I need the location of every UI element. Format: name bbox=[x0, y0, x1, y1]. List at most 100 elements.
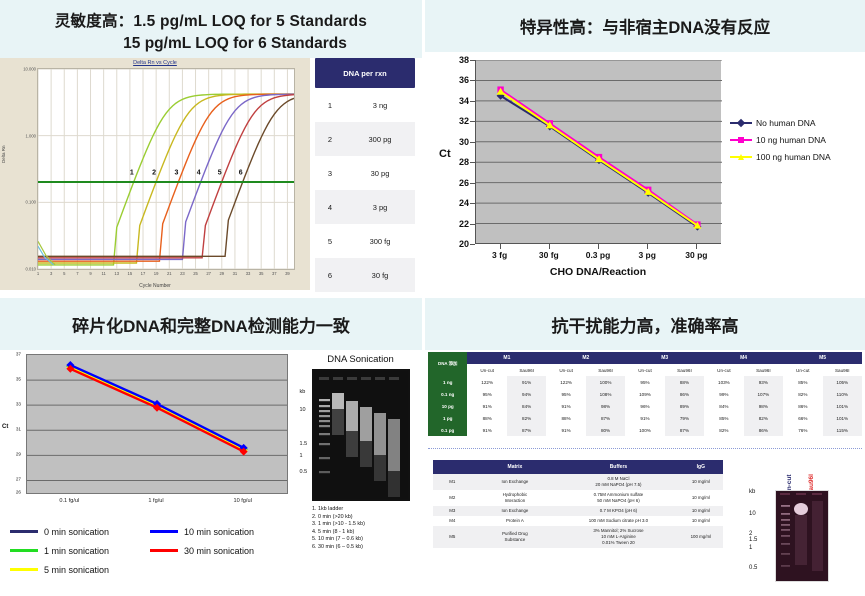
amplification-y-tick: 0.010 bbox=[25, 266, 36, 272]
gel-marker: 2 bbox=[749, 531, 753, 537]
row-index: 1 bbox=[327, 100, 333, 110]
specificity-y-tickmark bbox=[470, 182, 475, 184]
table-row: M4 Protein A 100 mM Sodium citrate pH 3.0 1… bbox=[433, 516, 723, 526]
specificity-y-tick: 28 bbox=[458, 157, 469, 168]
buffer-row-code: M2 bbox=[449, 495, 456, 500]
matrix-row-label: 1 ng bbox=[428, 376, 468, 388]
matrix-cell: 99% bbox=[719, 391, 729, 397]
gel-note-line: 1. 1kb ladder bbox=[312, 506, 344, 512]
amplification-x-tick: 7 bbox=[76, 271, 79, 276]
matrix-cell: 94% bbox=[506, 388, 547, 400]
specificity-y-tick: 24 bbox=[458, 198, 469, 209]
sensitivity-body: Delta Rn vs Cycle Delta Rn Cycle Number … bbox=[0, 58, 422, 298]
matrix-cell: 87% bbox=[585, 412, 626, 424]
table-row: 4 3 pg bbox=[315, 190, 415, 224]
buffer-row-matrix: Ion Exchange bbox=[471, 506, 559, 516]
gel-note-line: 2. 0 min (>20 kb) bbox=[312, 513, 353, 520]
legend-label: 10 min sonication bbox=[184, 526, 255, 537]
specificity-chart: Ct CHO DNA/Reaction 20 22 24 26 28 30 32 34 36 38… bbox=[439, 55, 722, 278]
legend-swatch-1min bbox=[10, 549, 38, 552]
gel-marker: 1 bbox=[299, 453, 303, 459]
matrix-cell: 91% bbox=[506, 376, 547, 388]
gel-marker: 0.5 bbox=[749, 565, 758, 571]
fragmentation-body: Ct 37 35 33 31 29 27 26 0.1 fg/ul 1 fg/ul 10 fg/u… bbox=[0, 350, 422, 596]
matrix-cell: 96% bbox=[640, 403, 650, 409]
specificity-y-tick: 34 bbox=[458, 95, 469, 106]
amplification-x-tick: 33 bbox=[245, 271, 251, 276]
matrix-cell: 91% bbox=[482, 427, 492, 433]
specificity-x-tick: 30 pg bbox=[685, 250, 708, 260]
legend-label: 10 ng human DNA bbox=[756, 134, 826, 145]
amplification-y-tick: 1.000 bbox=[25, 133, 36, 139]
gel-marker: 10 bbox=[749, 511, 756, 517]
interference-title: 抗干扰能力高，准确率高 bbox=[551, 316, 739, 336]
sonication-gel: DNA Sonication kb 10 1.5 1 0.5 1. 1kb ladder… bbox=[298, 350, 422, 596]
table-row: 5 300 fg bbox=[315, 224, 415, 258]
amplification-x-tick: 5 bbox=[63, 271, 66, 276]
specificity-y-tickmark bbox=[470, 80, 475, 82]
amplification-x-tick: 37 bbox=[271, 271, 277, 276]
legend-item: 30 min sonication bbox=[150, 541, 290, 560]
amplification-x-tick: 19 bbox=[153, 271, 159, 276]
amplification-x-tick: 1 bbox=[36, 271, 40, 276]
amplification-y-label: Delta Rn bbox=[1, 145, 6, 163]
matrix-cell: 84% bbox=[719, 403, 729, 409]
buffer-row-code: M5 bbox=[433, 526, 472, 548]
fragmentation-plot-area bbox=[26, 354, 288, 494]
fragmentation-x-tick: 1 fg/ul bbox=[148, 498, 164, 504]
gel-notes: 1. 1kb ladder 2. 0 min (>20 kb) 3. 1 min… bbox=[298, 501, 422, 552]
matrix-sub-header: Un-cut bbox=[480, 367, 494, 373]
legend-item: 5 min sonication bbox=[10, 560, 150, 579]
matrix-cell: 76% bbox=[798, 427, 808, 433]
interference-header: 抗干扰能力高，准确率高 bbox=[425, 298, 865, 350]
specificity-y-tick: 26 bbox=[458, 177, 469, 188]
amplification-x-tick: 13 bbox=[114, 271, 120, 276]
matrix-cell: 100% bbox=[585, 376, 626, 388]
specificity-x-tick: 30 fg bbox=[538, 250, 559, 260]
row-index: 2 bbox=[327, 134, 333, 144]
matrix-cell: 82% bbox=[719, 427, 729, 433]
matrix-cell: 95% bbox=[482, 391, 492, 397]
fragmentation-y-tick: 29 bbox=[15, 451, 21, 457]
matrix-cell: 82% bbox=[798, 391, 808, 397]
row-index: 5 bbox=[327, 236, 333, 246]
specificity-y-tickmark bbox=[470, 244, 475, 245]
legend-label: 30 min sonication bbox=[184, 545, 255, 556]
panel-fragmentation: 碎片化DNA和完整DNA检测能力一致 Ct 37 35 33 31 29 27 26 0.1 … bbox=[0, 298, 425, 596]
amplification-y-tick: 10.000 bbox=[23, 66, 36, 72]
matrix-table-corner: DNA 添加 bbox=[428, 352, 468, 376]
row-value: 300 fg bbox=[369, 236, 391, 246]
matrix-cell: 91% bbox=[640, 415, 650, 421]
amplification-plot-area: 10.000 1.000 0.100 0.010 1 3 5 7 9 11 13 15 17 19 21 23… bbox=[23, 67, 295, 276]
legend-swatch-5min bbox=[10, 568, 38, 571]
gel-note-line: 3. 1 min (>10 - 1.5 kb) bbox=[312, 521, 365, 528]
matrix-sub-header: Sau96I bbox=[756, 367, 771, 373]
dna-per-rxn-table: DNA per rxn 1 3 ng 2 300 pg 3 30 pg 4 3 … bbox=[315, 58, 415, 298]
matrix-cell: 88% bbox=[561, 415, 571, 421]
gel-marker: 1.5 bbox=[749, 537, 758, 543]
table-row: M3 Ion Exchange 0.7 M KPO4 (pH 6) 10 mg/ml bbox=[433, 506, 723, 516]
matrix-cell: 82% bbox=[506, 412, 547, 424]
amplification-chart: Delta Rn vs Cycle Delta Rn Cycle Number … bbox=[0, 58, 310, 290]
amplification-x-tick: 9 bbox=[89, 271, 92, 276]
buffer-table-header: IgG bbox=[678, 460, 723, 474]
matrix-cell: 66% bbox=[798, 415, 808, 421]
gel-marker: kb bbox=[299, 389, 306, 395]
gel-marker: 10 bbox=[299, 407, 306, 413]
legend-label: 1 min sonication bbox=[44, 545, 110, 556]
specificity-title: 特异性高：与非宿主DNA没有反应 bbox=[519, 19, 771, 37]
legend-item: 0 min sonication bbox=[10, 522, 150, 541]
gel-marker: 1.5 bbox=[299, 441, 308, 447]
matrix-group-header: M4 bbox=[704, 352, 784, 364]
matrix-cell: 84% bbox=[506, 400, 547, 412]
amplification-curve-label: 2 bbox=[152, 169, 157, 177]
specificity-x-tickmark bbox=[598, 244, 599, 249]
matrix-cell: 98% bbox=[743, 400, 784, 412]
matrix-cell: 86% bbox=[664, 388, 705, 400]
legend-label: 5 min sonication bbox=[44, 564, 110, 575]
amplification-x-tick: 11 bbox=[101, 271, 106, 276]
specificity-legend: No human DNA 10 ng human DNA 100 ng huma… bbox=[730, 114, 862, 165]
specificity-y-tickmark bbox=[470, 203, 475, 205]
recovery-matrix-table: DNA 添加 M1 M2 M3 M4 M5 Un-cut Sau96I Un-cut Sau96I… bbox=[428, 352, 862, 436]
